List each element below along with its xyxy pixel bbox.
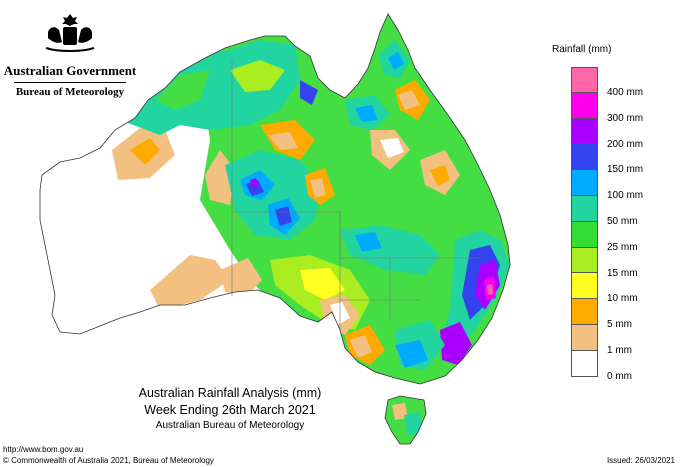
legend-swatch xyxy=(571,247,598,274)
map-title: Australian Rainfall Analysis (mm) Week E… xyxy=(130,386,330,431)
legend-row: 5 mm xyxy=(571,299,671,330)
legend-row: 10 mm xyxy=(571,273,671,304)
legend-swatch xyxy=(571,118,598,145)
legend-row: 25 mm xyxy=(571,221,671,253)
legend-label: 200 mm xyxy=(607,138,644,150)
footer-url-link[interactable]: http://www.bom.gov.au xyxy=(3,445,84,454)
title-line-2: Week Ending 26th March 2021 xyxy=(144,403,316,417)
legend-swatch xyxy=(571,144,598,171)
legend-label: 1 mm xyxy=(607,344,632,356)
legend-swatch xyxy=(571,67,598,93)
legend-swatch xyxy=(571,221,598,248)
government-branding: Australian Government Bureau of Meteorol… xyxy=(0,12,140,98)
legend-label: 15 mm xyxy=(607,267,638,279)
legend-row: 300 mm xyxy=(571,92,671,124)
legend-title: Rainfall (mm) xyxy=(552,44,612,55)
legend-label: 150 mm xyxy=(607,164,644,176)
legend-swatch xyxy=(571,273,598,300)
legend-label: 0 mm xyxy=(607,370,632,382)
legend-row: 100 mm xyxy=(571,170,671,201)
legend-swatch xyxy=(571,195,598,222)
legend-label: 25 mm xyxy=(607,241,638,253)
rainfall-legend: 400 mm 300 mm 200 mm 150 mm 100 mm 50 mm 25 mm… xyxy=(571,67,671,382)
legend-row: 0 mm xyxy=(571,350,671,382)
legend-label: 10 mm xyxy=(607,293,638,305)
title-line-3: Australian Bureau of Meteorology xyxy=(155,420,305,431)
government-name: Australian Government xyxy=(3,63,137,78)
legend-swatch xyxy=(571,350,598,377)
legend-swatch xyxy=(571,170,598,196)
legend-row: 200 mm xyxy=(571,118,671,150)
bureau-name: Bureau of Meteorology xyxy=(15,86,125,98)
legend-row: 50 mm xyxy=(571,195,671,227)
legend-swatch xyxy=(571,92,598,119)
footer-copyright: © Commonwealth of Australia 2021, Bureau… xyxy=(3,456,214,465)
legend-label: 300 mm xyxy=(607,112,644,124)
legend-label: 50 mm xyxy=(607,215,638,227)
legend-row: 15 mm xyxy=(571,247,671,279)
header-divider xyxy=(14,82,126,83)
legend-label: 400 mm xyxy=(607,87,644,98)
legend-swatch xyxy=(571,299,598,325)
coat-of-arms-icon xyxy=(45,14,95,52)
footer-issued-date: Issued: 26/03/2021 xyxy=(606,456,675,465)
legend-swatch xyxy=(571,324,598,351)
legend-row: 400 mm xyxy=(571,67,671,98)
legend-row: 1 mm xyxy=(571,324,671,356)
legend-label: 100 mm xyxy=(607,190,644,202)
legend-row: 150 mm xyxy=(571,144,671,175)
legend-label: 5 mm xyxy=(607,319,632,331)
title-line-1: Australian Rainfall Analysis (mm) xyxy=(138,386,322,400)
